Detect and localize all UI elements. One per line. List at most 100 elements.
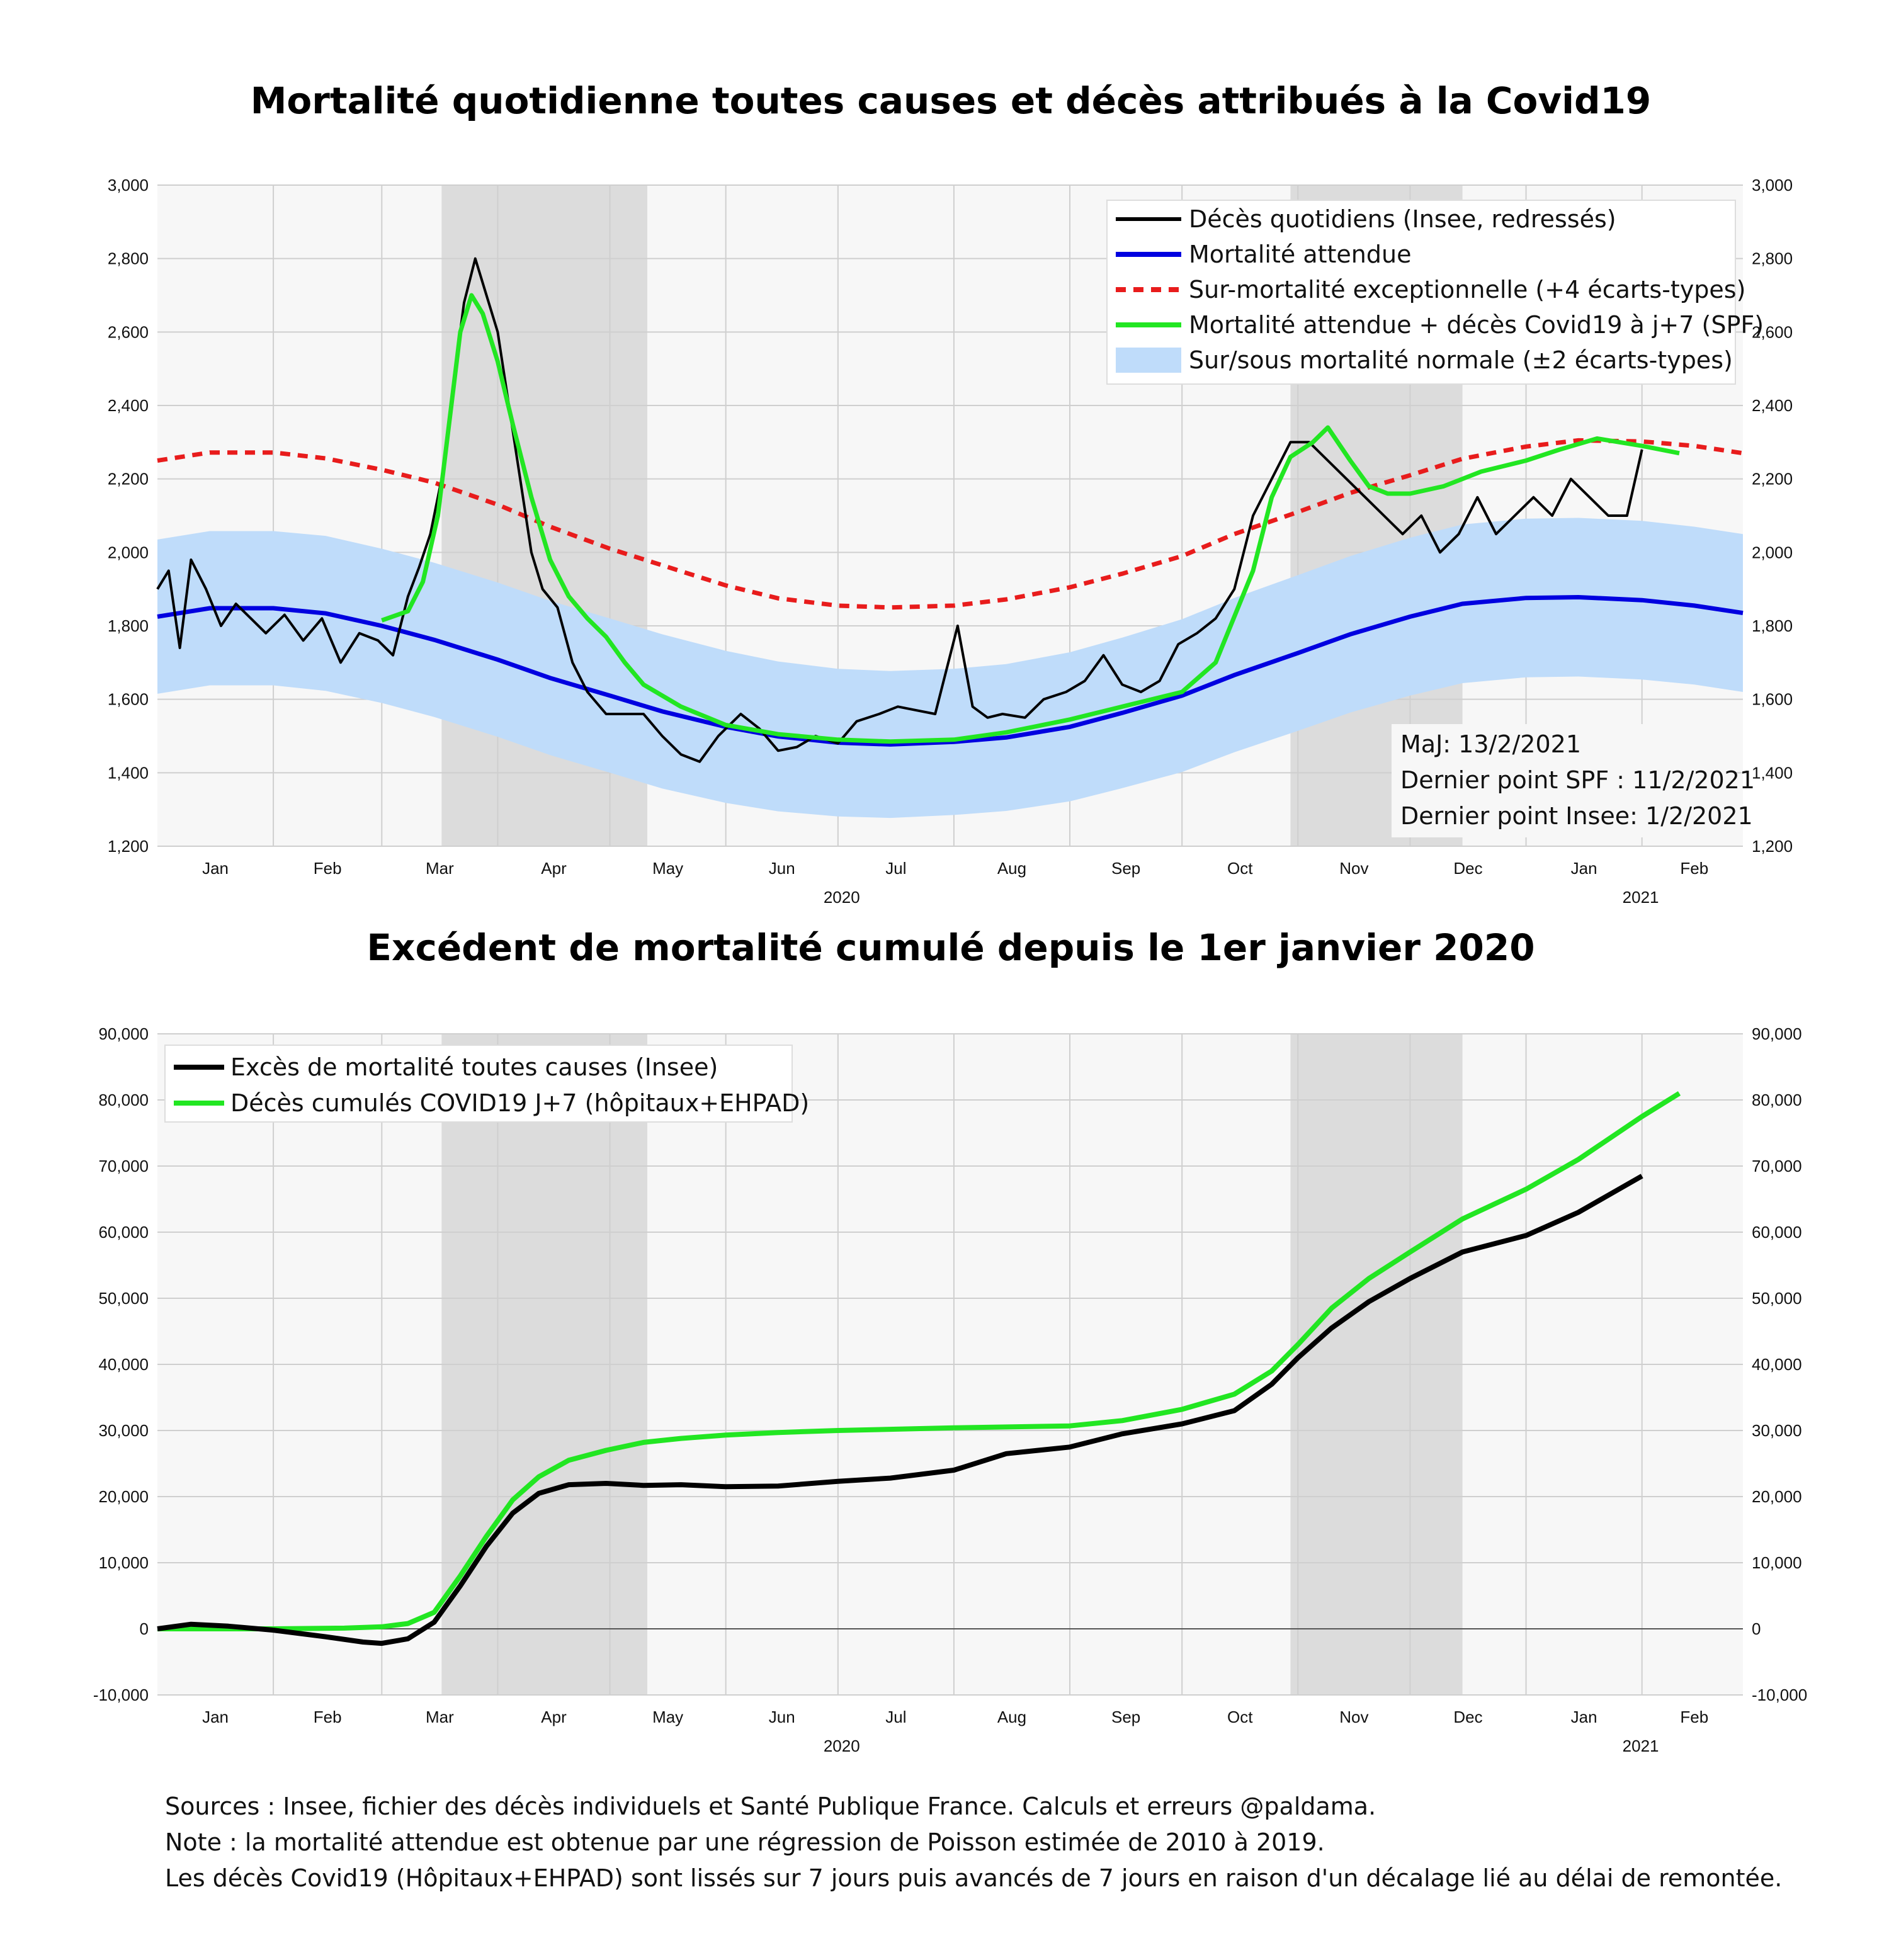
chart2-x-tick-label: Apr [541, 1708, 567, 1726]
annotation-last-spf: Dernier point SPF : 11/2/2021 [1400, 766, 1755, 794]
chart1-y-tick-label-left: 1,600 [108, 690, 149, 709]
cumulative-covid-line [157, 1091, 1681, 1631]
footer-note: Note : la mortalité attendue est obtenue… [165, 1828, 1325, 1856]
chart2-y-tick-label-right: 70,000 [1752, 1157, 1802, 1175]
chart2-y-tick-label-right: 20,000 [1752, 1487, 1802, 1506]
chart1-y-tick-label-right: 2,000 [1752, 543, 1793, 562]
chart2-y-tick-label-right: 80,000 [1752, 1090, 1802, 1109]
chart2-y-tick-label-right: -10,000 [1752, 1685, 1807, 1704]
normal-band-area [157, 518, 1743, 819]
footer-covid-note: Les décès Covid19 (Hôpitaux+EHPAD) sont … [165, 1864, 1782, 1892]
chart2-x-tick-label: Feb [1680, 1708, 1708, 1726]
chart1-x-tick-label: Feb [1680, 859, 1708, 878]
chart1-x-tick-label: Jun [769, 859, 795, 878]
chart2-y-tick-label-left: 0 [140, 1619, 149, 1638]
chart2-y-tick-label-left: 30,000 [98, 1421, 149, 1440]
chart1-y-tick-label-right: 1,400 [1752, 763, 1793, 782]
legend-band-swatch [1116, 348, 1181, 373]
chart1-y-tick-label-left: 1,200 [108, 837, 149, 856]
expected-plus-covid-line [381, 293, 1680, 744]
chart2-year-label: 2021 [1623, 1736, 1659, 1755]
chart2-y-tick-label-left: 70,000 [98, 1157, 149, 1175]
chart2-y-tick-label-left: 40,000 [98, 1355, 149, 1374]
chart2-y-tick-label-left: 60,000 [98, 1223, 149, 1242]
chart1-x-tick-label: Jan [202, 859, 229, 878]
legend-band-label: Sur/sous mortalité normale (±2 écarts-ty… [1189, 346, 1733, 374]
chart1-y-tick-label-right: 2,400 [1752, 396, 1793, 415]
chart1-y-tick-label-left: 2,800 [108, 249, 149, 268]
chart2-y-tick-label-right: 60,000 [1752, 1223, 1802, 1242]
chart2-x-tick-label: Sep [1111, 1708, 1140, 1726]
annotation-update: MaJ: 13/2/2021 [1400, 730, 1581, 758]
chart1-y-tick-label-left: 2,600 [108, 322, 149, 341]
chart2-y-tick-label-right: 50,000 [1752, 1289, 1802, 1308]
legend-cumcovid-label: Décès cumulés COVID19 J+7 (hôpitaux+EHPA… [230, 1089, 809, 1117]
chart1-x-tick-label: Dec [1453, 859, 1482, 878]
chart1-y-tick-label-right: 2,800 [1752, 249, 1793, 268]
chart2-year-label: 2020 [824, 1736, 860, 1755]
legend-daily-label: Décès quotidiens (Insee, redressés) [1189, 205, 1616, 233]
chart2-x-tick-label: Feb [314, 1708, 342, 1726]
excess-mortality-line [157, 1174, 1643, 1646]
chart1-x-tick-label: May [652, 859, 683, 878]
chart1-x-tick-label: Nov [1339, 859, 1368, 878]
chart2-y-tick-label-right: 40,000 [1752, 1355, 1802, 1374]
chart2-title: Excédent de mortalité cumulé depuis le 1… [366, 926, 1534, 969]
chart2-y-tick-label-right: 0 [1752, 1619, 1761, 1638]
chart2-x-tick-label: Jan [202, 1708, 229, 1726]
chart1-y-tick-label-right: 1,200 [1752, 837, 1793, 856]
chart1-y-tick-label-left: 1,800 [108, 616, 149, 635]
chart1-y-tick-label-right: 2,600 [1752, 322, 1793, 341]
exceptional-mortality-line [157, 438, 1744, 610]
legend-expected-label: Mortalité attendue [1189, 241, 1411, 268]
chart2-y-tick-label-right: 30,000 [1752, 1421, 1802, 1440]
chart1-year-label: 2020 [824, 888, 860, 907]
chart2-y-tick-label-left: 20,000 [98, 1487, 149, 1506]
chart1-x-tick-label: Feb [314, 859, 342, 878]
legend-covid-label: Mortalité attendue + décès Covid19 à j+7… [1189, 311, 1764, 339]
chart2-x-tick-label: May [652, 1708, 683, 1726]
chart2-y-tick-label-right: 90,000 [1752, 1024, 1802, 1043]
chart1-y-tick-label-right: 3,000 [1752, 176, 1793, 195]
chart2-x-tick-label: Dec [1453, 1708, 1482, 1726]
annotation-last-insee: Dernier point Insee: 1/2/2021 [1400, 802, 1753, 830]
chart2-x-tick-label: Aug [997, 1708, 1026, 1726]
chart1-y-tick-label-right: 2,200 [1752, 470, 1793, 489]
chart1-x-tick-label: Oct [1227, 859, 1253, 878]
chart1-y-tick-label-left: 1,400 [108, 763, 149, 782]
chart1-x-tick-label: Jul [885, 859, 906, 878]
legend-exceptional-label: Sur-mortalité exceptionnelle (+4 écarts-… [1189, 276, 1745, 303]
chart2-y-tick-label-left: 90,000 [98, 1024, 149, 1043]
footer-sources: Sources : Insee, fichier des décès indiv… [165, 1793, 1376, 1820]
chart2-y-tick-label-right: 10,000 [1752, 1553, 1802, 1572]
legend-excess-label: Excès de mortalité toutes causes (Insee) [230, 1053, 718, 1081]
chart1-y-tick-label-left: 3,000 [108, 176, 149, 195]
chart1-x-tick-label: Aug [997, 859, 1026, 878]
chart1-year-label: 2021 [1623, 888, 1659, 907]
chart1-legend: Décès quotidiens (Insee, redressés) Mort… [1106, 200, 1764, 385]
chart2-x-tick-label: Jul [885, 1708, 906, 1726]
chart2-x-tick-label: Nov [1339, 1708, 1368, 1726]
chart2-x-tick-label: Jun [769, 1708, 795, 1726]
chart1-x-tick-label: Apr [541, 859, 567, 878]
chart1-x-tick-label: Mar [426, 859, 454, 878]
chart2-y-tick-label-left: 10,000 [98, 1553, 149, 1572]
chart2-x-tick-label: Jan [1571, 1708, 1597, 1726]
chart1-annotations: MaJ: 13/2/2021 Dernier point SPF : 11/2/… [1392, 724, 1755, 837]
chart2-y-tick-label-left: 80,000 [98, 1090, 149, 1109]
chart2-plot: Jan Feb Mar Apr May Jun Jul Aug Sep Oct Nov Dec Jan F… [93, 1024, 1807, 1755]
chart1-y-tick-label-left: 2,400 [108, 396, 149, 415]
chart1-y-tick-label-left: 2,200 [108, 470, 149, 489]
chart2-y-tick-label-left: 50,000 [98, 1289, 149, 1308]
chart1-y-tick-label-right: 1,600 [1752, 690, 1793, 709]
chart2-y-tick-label-left: -10,000 [93, 1685, 149, 1704]
chart1-x-tick-label: Sep [1111, 859, 1140, 878]
chart1-x-tick-label: Jan [1571, 859, 1597, 878]
chart1-title: Mortalité quotidienne toutes causes et d… [251, 79, 1652, 122]
chart2-x-tick-label: Mar [426, 1708, 454, 1726]
chart2-legend: Excès de mortalité toutes causes (Insee)… [164, 1045, 809, 1123]
chart1-y-tick-label-left: 2,000 [108, 543, 149, 562]
chart1-y-tick-label-right: 1,800 [1752, 616, 1793, 635]
chart2-x-tick-label: Oct [1227, 1708, 1253, 1726]
